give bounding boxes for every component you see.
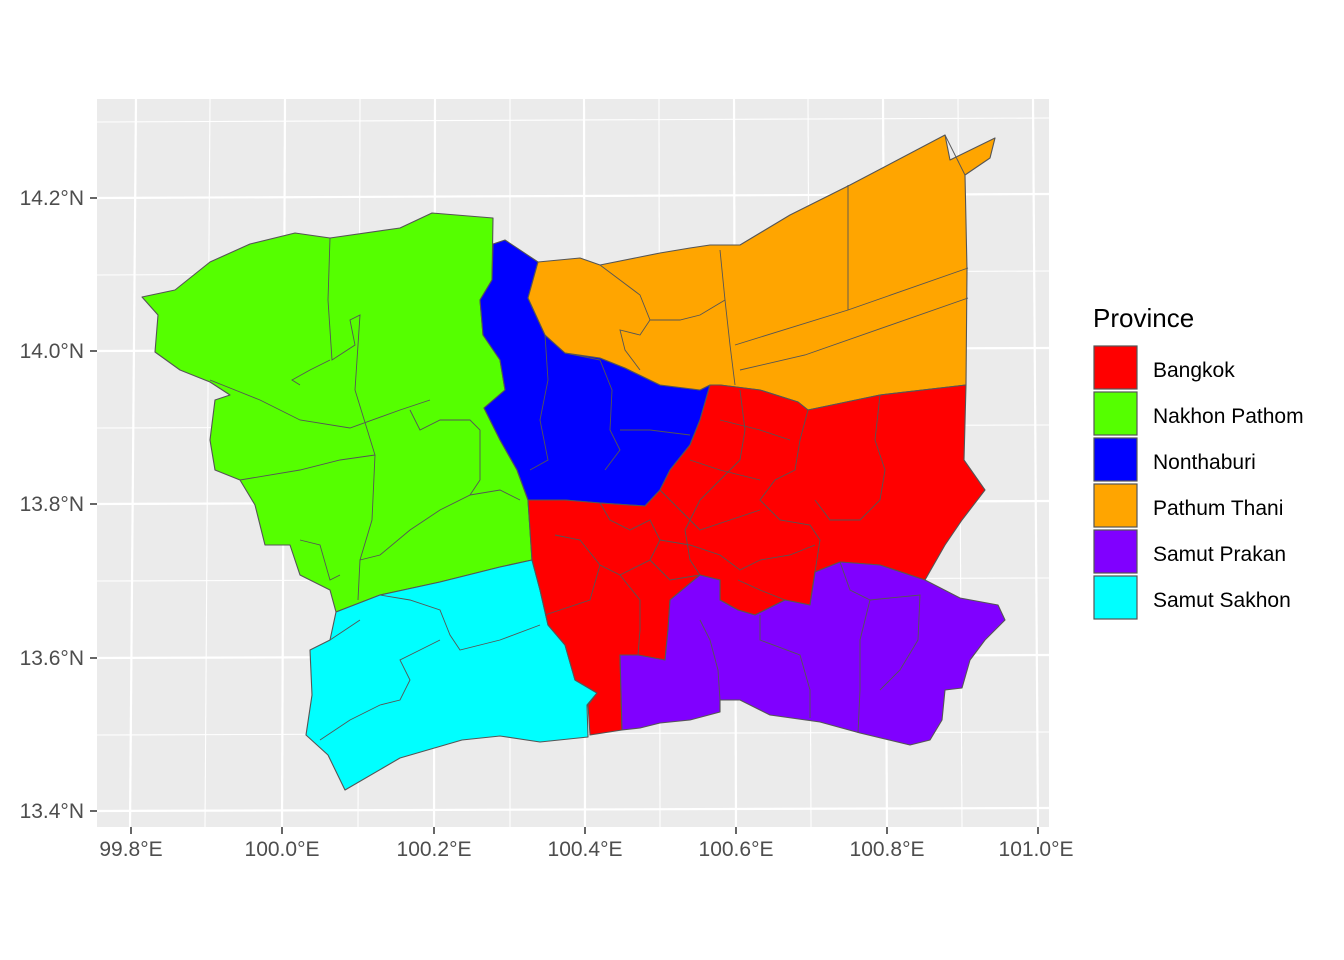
y-tick-label: 13.4°N bbox=[20, 800, 84, 823]
legend-label-samut-sakhon: Samut Sakhon bbox=[1153, 589, 1291, 612]
legend-label-nonthaburi: Nonthaburi bbox=[1153, 451, 1256, 474]
district-boundaries bbox=[209, 134, 969, 741]
legend-title: Province bbox=[1093, 303, 1194, 333]
x-tick-label: 100.6°E bbox=[699, 838, 774, 861]
x-tick-label: 100.2°E bbox=[397, 838, 472, 861]
y-tick-label: 13.6°N bbox=[20, 647, 84, 670]
legend: Province Bangkok Nakhon Pathom Nonthabur… bbox=[1093, 303, 1304, 620]
legend-label-bangkok: Bangkok bbox=[1153, 359, 1235, 382]
legend-label-pathum-thani: Pathum Thani bbox=[1153, 497, 1283, 520]
axis-ticks bbox=[90, 197, 1039, 834]
x-tick-label: 100.0°E bbox=[245, 838, 320, 861]
y-tick-label: 13.8°N bbox=[20, 493, 84, 516]
y-tick-label: 14.0°N bbox=[20, 340, 84, 363]
legend-key-pathum-thani bbox=[1093, 483, 1138, 528]
province-samut-prakan[interactable] bbox=[619, 561, 1006, 746]
legend-key-nakhon-pathom bbox=[1093, 391, 1138, 436]
x-tick-label: 100.8°E bbox=[850, 838, 925, 861]
legend-key-nonthaburi bbox=[1093, 437, 1138, 482]
legend-label-samut-prakan: Samut Prakan bbox=[1153, 543, 1286, 566]
legend-key-bangkok bbox=[1093, 345, 1138, 390]
y-axis-labels: 14.2°N 14.0°N 13.8°N 13.6°N 13.4°N bbox=[20, 187, 84, 823]
legend-key-samut-prakan bbox=[1093, 529, 1138, 574]
x-tick-label: 101.0°E bbox=[999, 838, 1074, 861]
province-pathum-thani[interactable] bbox=[527, 134, 996, 411]
province-polygons bbox=[141, 134, 1006, 791]
y-tick-label: 14.2°N bbox=[20, 187, 84, 210]
x-tick-label: 99.8°E bbox=[99, 838, 162, 861]
legend-label-nakhon-pathom: Nakhon Pathom bbox=[1153, 405, 1304, 428]
province-samut-sakhon[interactable] bbox=[305, 559, 598, 791]
legend-key-samut-sakhon bbox=[1093, 575, 1138, 620]
x-axis-labels: 99.8°E 100.0°E 100.2°E 100.4°E 100.6°E 1… bbox=[99, 838, 1073, 861]
x-tick-label: 100.4°E bbox=[548, 838, 623, 861]
